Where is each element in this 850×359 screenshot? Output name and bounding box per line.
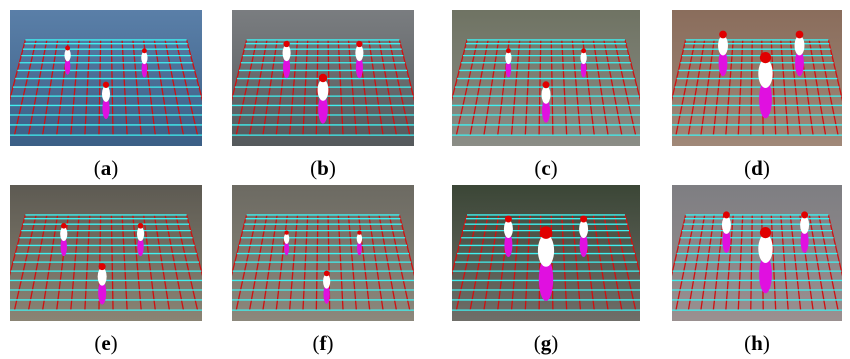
person-marker xyxy=(61,223,67,229)
person-marker xyxy=(581,48,586,53)
person-marker xyxy=(580,216,587,223)
person-marker xyxy=(722,216,731,234)
person-marker xyxy=(542,86,551,104)
caption: (h) xyxy=(697,331,817,356)
caption: (f) xyxy=(263,331,383,356)
person-marker xyxy=(357,233,362,244)
person-marker xyxy=(283,41,289,47)
person-marker xyxy=(137,227,144,241)
person-marker xyxy=(355,45,363,61)
person-marker xyxy=(138,223,144,229)
person-marker xyxy=(283,45,291,61)
caption: (c) xyxy=(486,156,606,181)
person-marker xyxy=(579,220,588,238)
person-marker xyxy=(580,52,586,65)
person-marker xyxy=(64,49,70,62)
person-marker xyxy=(796,31,804,39)
photo xyxy=(10,10,202,146)
photo xyxy=(232,10,414,146)
person-marker xyxy=(318,79,329,101)
person-marker xyxy=(141,52,147,65)
photo xyxy=(672,185,842,321)
person-marker xyxy=(718,36,728,56)
person-marker xyxy=(142,48,147,53)
person-marker xyxy=(760,227,771,238)
caption: (b) xyxy=(263,156,383,181)
person-marker xyxy=(540,226,553,239)
person-marker xyxy=(103,82,109,88)
person-marker xyxy=(506,48,511,53)
photo xyxy=(10,185,202,321)
person-marker xyxy=(723,211,730,218)
person-marker xyxy=(504,220,513,238)
person-marker xyxy=(60,227,67,241)
person-marker xyxy=(800,216,809,234)
photo xyxy=(452,10,640,146)
photo xyxy=(672,10,842,146)
person-marker xyxy=(357,231,361,235)
person-marker xyxy=(102,86,110,102)
person-marker xyxy=(538,234,554,266)
person-marker xyxy=(98,268,107,286)
person-marker xyxy=(505,216,512,223)
caption: (e) xyxy=(46,331,166,356)
photo xyxy=(232,185,414,321)
person-marker xyxy=(760,52,771,63)
person-marker xyxy=(801,211,808,218)
caption: (g) xyxy=(486,331,606,356)
person-marker xyxy=(356,41,362,47)
person-marker xyxy=(324,271,330,277)
person-marker xyxy=(719,31,727,39)
photo xyxy=(452,185,640,321)
figure: (a) (b) (c) (d) (e) (f) (g) (h) xyxy=(0,0,850,359)
caption: (d) xyxy=(697,156,817,181)
person-marker xyxy=(758,234,772,263)
person-marker xyxy=(795,36,805,56)
person-marker xyxy=(284,233,289,244)
person-marker xyxy=(65,46,70,51)
person-marker xyxy=(319,74,327,82)
person-marker xyxy=(323,274,330,288)
person-marker xyxy=(505,52,511,65)
person-marker xyxy=(99,263,106,270)
caption: (a) xyxy=(46,156,166,181)
person-marker xyxy=(758,59,772,88)
person-marker xyxy=(543,81,550,88)
person-marker xyxy=(285,231,289,235)
